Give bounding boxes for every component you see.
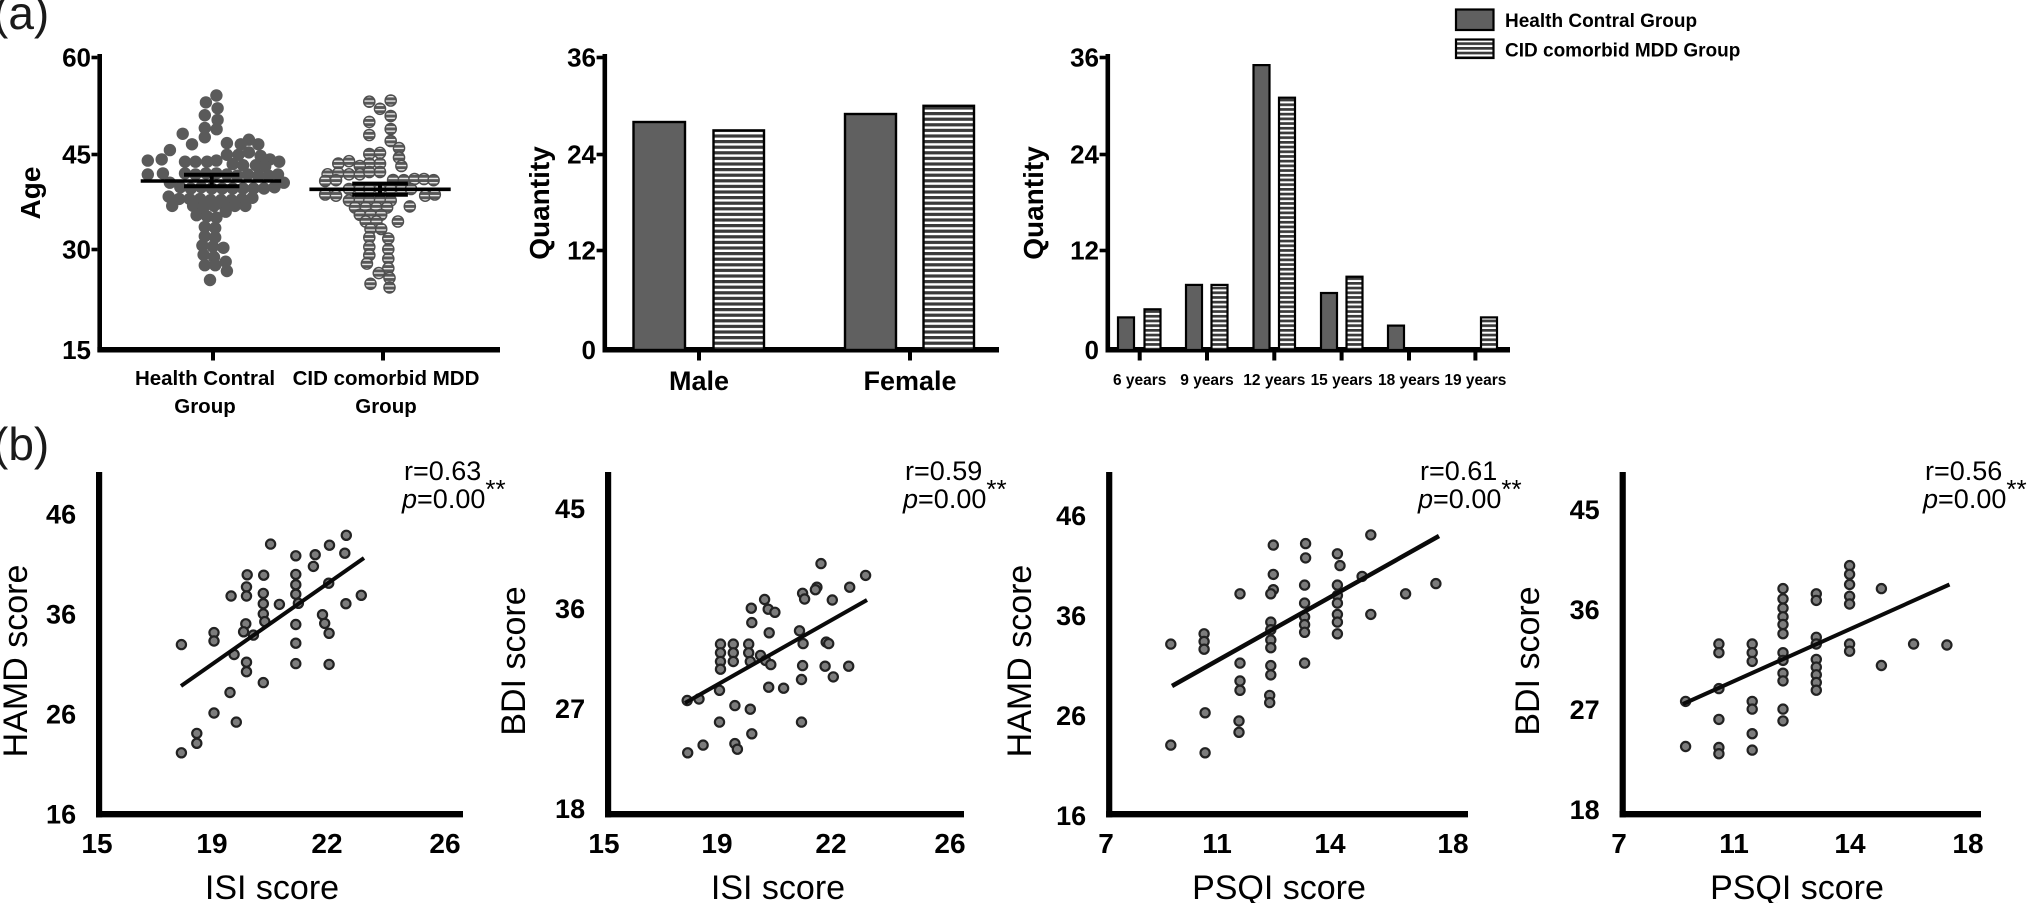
- svg-text:7: 7: [1611, 828, 1627, 859]
- svg-text:r=0.59: r=0.59: [905, 456, 982, 486]
- svg-text:26: 26: [934, 828, 965, 859]
- svg-text:19: 19: [196, 828, 227, 859]
- svg-text:ISI score: ISI score: [711, 869, 845, 903]
- svg-text:Health Contral Group: Health Contral Group: [1505, 11, 1697, 32]
- svg-text:36: 36: [46, 600, 76, 630]
- svg-text:19: 19: [701, 828, 732, 859]
- svg-text:Group: Group: [174, 395, 236, 418]
- svg-text:18: 18: [1952, 828, 1983, 859]
- svg-text:CID comorbid MDD Group: CID comorbid MDD Group: [1505, 41, 1740, 62]
- svg-text:11: 11: [1719, 828, 1749, 859]
- svg-text:Quantity: Quantity: [1018, 146, 1049, 260]
- svg-text:Female: Female: [863, 366, 956, 396]
- svg-text:HAMD score: HAMD score: [1001, 565, 1039, 758]
- svg-text:r=0.61: r=0.61: [1420, 456, 1497, 486]
- svg-text:0: 0: [1085, 335, 1099, 365]
- svg-text:36: 36: [1570, 595, 1600, 625]
- svg-text:36: 36: [567, 43, 596, 73]
- svg-text:16: 16: [1056, 801, 1086, 831]
- svg-text:BDI score: BDI score: [1509, 586, 1547, 735]
- svg-text:16: 16: [46, 800, 76, 830]
- svg-text:26: 26: [429, 828, 460, 859]
- svg-text:Group: Group: [355, 395, 417, 418]
- svg-text:36: 36: [1056, 601, 1086, 631]
- svg-text:45: 45: [555, 494, 585, 524]
- svg-text:18: 18: [555, 794, 585, 824]
- svg-text:36: 36: [1070, 43, 1099, 73]
- svg-text:CID comorbid MDD: CID comorbid MDD: [293, 367, 480, 390]
- svg-text:PSQI score: PSQI score: [1192, 869, 1366, 903]
- svg-text:22: 22: [815, 828, 846, 859]
- svg-text:ISI score: ISI score: [205, 869, 339, 903]
- svg-text:11: 11: [1202, 828, 1232, 859]
- svg-text:PSQI score: PSQI score: [1710, 869, 1884, 903]
- svg-text:7: 7: [1098, 828, 1114, 859]
- svg-text:r=0.63: r=0.63: [404, 456, 481, 486]
- svg-text:Health Contral: Health Contral: [135, 367, 275, 390]
- svg-text:26: 26: [1056, 701, 1086, 731]
- svg-text:46: 46: [1056, 501, 1086, 531]
- svg-text:12: 12: [567, 236, 596, 266]
- svg-text:Quantity: Quantity: [524, 146, 555, 260]
- svg-text:24: 24: [567, 140, 596, 170]
- svg-text:27: 27: [1570, 695, 1600, 725]
- svg-text:12 years: 12 years: [1243, 372, 1305, 389]
- svg-text:30: 30: [62, 235, 91, 265]
- svg-text:18 years: 18 years: [1378, 372, 1440, 389]
- svg-text:15: 15: [81, 828, 112, 859]
- svg-text:24: 24: [1070, 140, 1099, 170]
- svg-text:0: 0: [582, 335, 596, 365]
- svg-text:(a): (a): [0, 0, 49, 39]
- svg-text:9 years: 9 years: [1180, 372, 1233, 389]
- svg-text:Age: Age: [15, 167, 46, 220]
- svg-text:36: 36: [555, 594, 585, 624]
- svg-text:6 years: 6 years: [1113, 372, 1166, 389]
- svg-text:(b): (b): [0, 418, 49, 470]
- svg-text:22: 22: [311, 828, 342, 859]
- svg-text:HAMD score: HAMD score: [0, 565, 35, 758]
- svg-text:26: 26: [46, 700, 76, 730]
- svg-text:BDI score: BDI score: [495, 586, 533, 735]
- svg-text:Male: Male: [669, 366, 729, 396]
- svg-text:60: 60: [62, 43, 91, 73]
- svg-text:18: 18: [1437, 828, 1468, 859]
- svg-text:45: 45: [1570, 495, 1600, 525]
- svg-text:19 years: 19 years: [1444, 372, 1506, 389]
- svg-text:14: 14: [1314, 828, 1346, 859]
- svg-text:45: 45: [62, 140, 91, 170]
- svg-text:15 years: 15 years: [1311, 372, 1373, 389]
- svg-text:14: 14: [1834, 828, 1866, 859]
- svg-text:r=0.56: r=0.56: [1925, 456, 2002, 486]
- svg-text:27: 27: [555, 694, 585, 724]
- svg-text:15: 15: [588, 828, 619, 859]
- svg-text:18: 18: [1570, 795, 1600, 825]
- svg-text:46: 46: [46, 500, 76, 530]
- svg-text:12: 12: [1070, 236, 1099, 266]
- svg-text:15: 15: [62, 335, 91, 365]
